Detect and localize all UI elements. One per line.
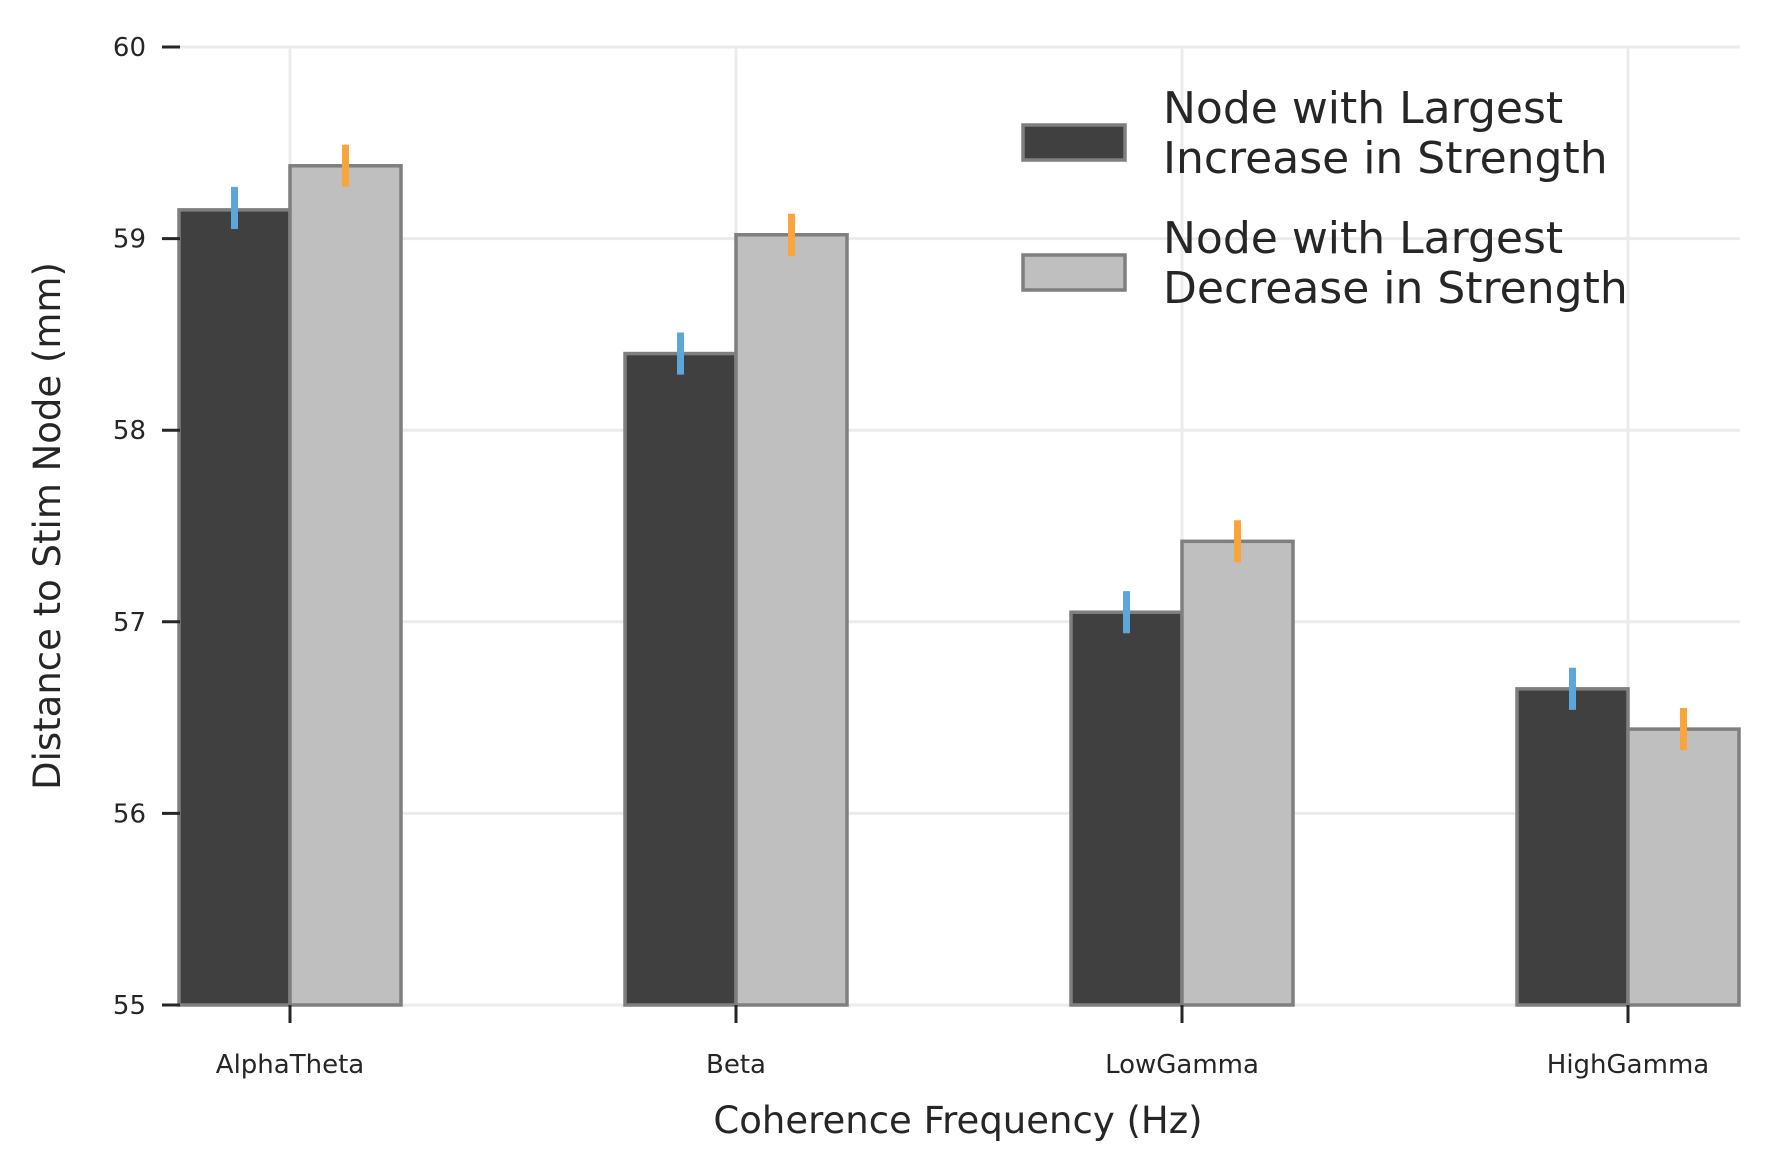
bar-series-1-beta bbox=[623, 351, 738, 1007]
x-tick-label: HighGamma bbox=[1547, 1050, 1709, 1080]
y-tick-label: 55 bbox=[113, 991, 146, 1021]
y-tick-label: 58 bbox=[113, 416, 146, 446]
legend-label-series-1-line-1: Node with Largest bbox=[1163, 83, 1563, 134]
bars-layer bbox=[177, 164, 1741, 1007]
y-tick-label: 59 bbox=[113, 225, 146, 255]
legend-label-series-1-line-2: Increase in Strength bbox=[1163, 133, 1608, 184]
bar-series-1-highgamma bbox=[1515, 687, 1630, 1007]
bar-series-1-lowgamma bbox=[1069, 610, 1184, 1007]
bar-series-2-beta bbox=[734, 233, 849, 1007]
y-tick-label: 56 bbox=[113, 799, 146, 829]
error-bars-layer bbox=[231, 144, 1687, 751]
bar-series-2-highgamma bbox=[1626, 727, 1741, 1007]
x-tick-label: AlphaTheta bbox=[216, 1050, 364, 1080]
y-tick-label: 57 bbox=[113, 608, 146, 638]
x-tick-label: Beta bbox=[706, 1050, 766, 1080]
bar-series-2-alphatheta bbox=[288, 164, 403, 1007]
bar-series-2-lowgamma bbox=[1180, 539, 1295, 1007]
x-axis-title: Coherence Frequency (Hz) bbox=[713, 1099, 1202, 1142]
y-axis-title: Distance to Stim Node (mm) bbox=[26, 262, 69, 790]
legend-label-series-2-line-1: Node with Largest bbox=[1163, 213, 1563, 264]
y-tick-label: 60 bbox=[113, 33, 146, 63]
legend-swatch-series-2 bbox=[1021, 253, 1127, 292]
axes-layer: 55 56 57 58 59 60 AlphaTheta Beta LowGamma HighGa… bbox=[113, 33, 1709, 1080]
legend-swatch-series-1 bbox=[1021, 123, 1127, 162]
grid-layer bbox=[180, 45, 1740, 1007]
bar-series-1-alphatheta bbox=[177, 208, 292, 1007]
x-tick-label: LowGamma bbox=[1105, 1050, 1259, 1080]
legend-label-series-2-line-2: Decrease in Strength bbox=[1163, 263, 1628, 314]
